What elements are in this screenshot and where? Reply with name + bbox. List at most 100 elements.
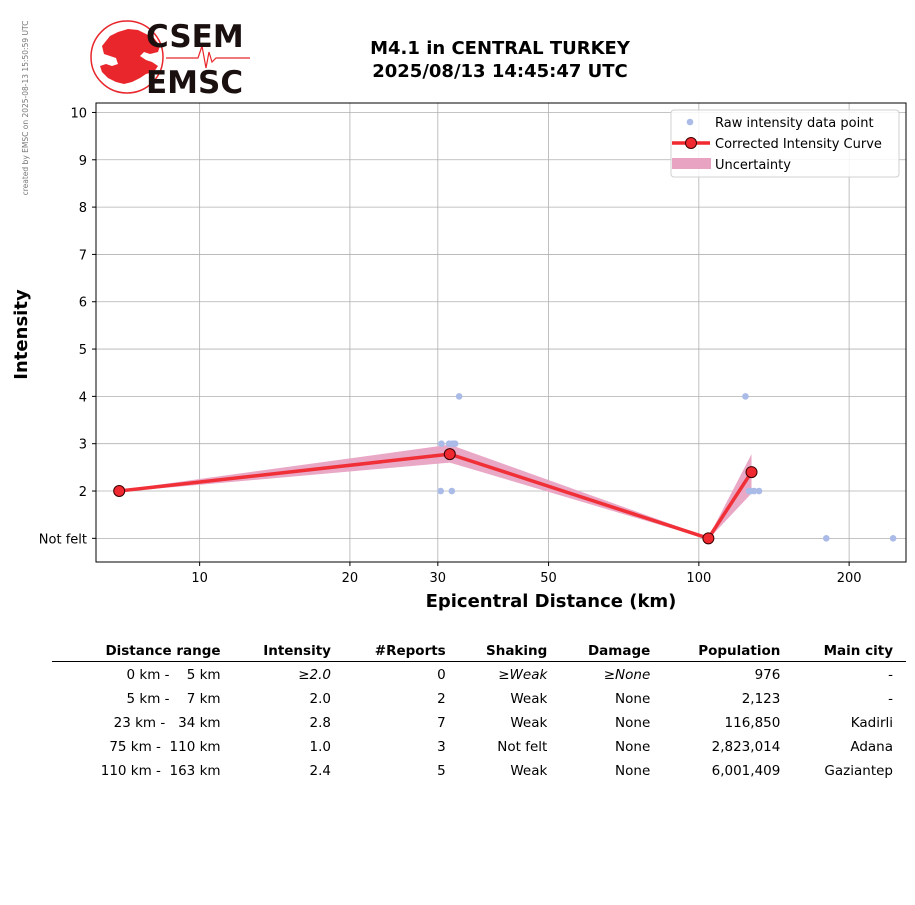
table-header-cell: Main city: [793, 640, 906, 662]
table-cell: 23 km - 34 km: [113, 714, 221, 731]
raw-data-point: [742, 393, 749, 400]
table-cell: 7: [437, 714, 446, 731]
table-header-row: Distance range Intensity #Reports Shaking Da…: [52, 640, 906, 662]
y-axis-label: Intensity: [11, 289, 32, 380]
table-cell: 6,001,409: [711, 762, 781, 779]
legend-raw-label: Raw intensity data point: [715, 116, 874, 131]
table-cell: ≥Weak: [498, 666, 548, 683]
y-tick-label: 4: [79, 390, 87, 405]
table-cell: 75 km - 110 km: [109, 738, 221, 755]
logo-top-text: CSEM: [146, 19, 244, 55]
table-cell: ≥None: [603, 666, 651, 683]
uncertainty-band: [119, 444, 752, 540]
table-header-cell: Shaking: [458, 640, 561, 662]
y-tick-label: 5: [79, 343, 87, 358]
x-tick-label: 50: [540, 571, 557, 586]
x-axis-label: Epicentral Distance (km): [426, 591, 677, 612]
x-tick-label: 100: [686, 571, 711, 586]
y-tick-label: 8: [79, 201, 87, 216]
table-row: 75 km - 110 km 1.0 3 Not felt None 2,823,014 A…: [52, 734, 906, 758]
table-row: 110 km - 163 km 2.4 5 Weak None 6,001,409 Gazi…: [52, 758, 906, 782]
table-cell: 2.8: [309, 714, 331, 731]
raw-data-point: [448, 487, 456, 495]
logo-bottom-text: EMSC: [146, 65, 243, 100]
table-cell: ≥2.0: [298, 666, 331, 683]
corrected-intensity-point: [113, 485, 126, 498]
legend-band-swatch: [672, 158, 711, 169]
table-cell: 2.4: [309, 762, 331, 779]
table-cell: 0: [437, 666, 446, 683]
raw-data-point: [455, 393, 463, 400]
table-cell: 976: [754, 666, 781, 683]
x-tick-label: 10: [191, 571, 208, 586]
legend-curve-marker: [685, 137, 697, 149]
logo-map-icon: [100, 29, 160, 84]
table-cell: -: [888, 666, 893, 683]
table-cell: Adana: [850, 738, 893, 755]
chart-title-line-2: 2025/08/13 14:45:47 UTC: [372, 61, 628, 82]
legend-band-label: Uncertainty: [715, 158, 791, 173]
table-body: 0 km - 5 km ≥2.0 0 ≥Weak ≥None 976-5 km - 7 k…: [52, 662, 906, 783]
table-header-cell: Distance range: [52, 640, 234, 662]
plot-frame: [95, 102, 907, 563]
y-tick-label: Not felt: [39, 532, 87, 547]
table-cell: 110 km - 163 km: [100, 762, 221, 779]
y-tick-label: 6: [79, 296, 87, 311]
chart-title-line-1: M4.1 in CENTRAL TURKEY: [370, 38, 630, 59]
table-row: 0 km - 5 km ≥2.0 0 ≥Weak ≥None 976 -: [52, 662, 906, 687]
raw-data-point: [822, 535, 830, 542]
table-cell: Gaziantep: [824, 762, 893, 779]
table-cell: None: [615, 690, 651, 707]
corrected-intensity-point: [745, 466, 758, 479]
raw-data-point: [755, 487, 763, 495]
table-cell: 2,823,014: [711, 738, 781, 755]
raw-data-point: [438, 440, 445, 448]
x-tick-label: 20: [342, 571, 359, 586]
y-tick-label: 7: [79, 248, 87, 263]
table-cell: 2,123: [741, 690, 781, 707]
table-header-cell: Intensity: [233, 640, 344, 662]
raw-data-point: [750, 487, 758, 495]
table-cell: -: [888, 690, 893, 707]
table-header-cell: #Reports: [343, 640, 459, 662]
table-cell: Not felt: [497, 738, 548, 755]
raw-data-point: [451, 440, 459, 448]
raw-data-point: [889, 535, 897, 542]
chart-legend: Raw intensity data point Corrected Intens…: [670, 109, 900, 178]
table-cell: 3: [437, 738, 446, 755]
table-row: 23 km - 34 km 2.8 7 Weak None 116,850 Kadirli: [52, 710, 906, 734]
table-cell: None: [615, 762, 651, 779]
intensity-summary-table: Distance range Intensity #Reports Shaking Da…: [52, 640, 906, 782]
table-cell: 5: [437, 762, 446, 779]
table-cell: 116,850: [724, 714, 781, 731]
raw-data-point: [437, 487, 444, 495]
table-cell: Kadirli: [850, 714, 893, 731]
table-cell: Weak: [510, 714, 548, 731]
intensity-chart: 10 20 30 50 100 200 Not felt 2 3 4 5 6 7 8 9 10 Epicentr…: [11, 102, 907, 612]
corrected-intensity-point: [702, 532, 715, 545]
x-tick-label: 30: [430, 571, 447, 586]
x-tick-label: 200: [837, 571, 862, 586]
csem-emsc-logo: CSEM EMSC: [90, 19, 250, 100]
legend-curve-label: Corrected Intensity Curve: [715, 137, 882, 152]
corrected-intensity-point: [443, 448, 456, 461]
table-cell: Weak: [510, 762, 548, 779]
table-header-cell: Population: [663, 640, 794, 662]
table-cell: 2: [437, 690, 446, 707]
table-cell: None: [615, 714, 651, 731]
table-cell: 2.0: [309, 690, 331, 707]
y-tick-label: 9: [79, 154, 87, 169]
table-cell: 0 km - 5 km: [126, 666, 221, 683]
corrected-intensity-line: [118, 452, 753, 541]
y-tick-label: 10: [70, 106, 87, 121]
y-tick-label: 3: [79, 438, 87, 453]
y-tick-label: 2: [79, 485, 87, 500]
legend-raw-marker: [686, 118, 694, 126]
table-row: 5 km - 7 km 2.0 2 Weak None 2,123 -: [52, 686, 906, 710]
table-cell: Weak: [510, 690, 548, 707]
logo-seismogram-icon: [166, 45, 250, 69]
legend-box: [670, 109, 900, 178]
table-cell: 5 km - 7 km: [126, 690, 221, 707]
logo-globe-outline-icon: [90, 20, 164, 94]
table-cell: 1.0: [309, 738, 331, 755]
